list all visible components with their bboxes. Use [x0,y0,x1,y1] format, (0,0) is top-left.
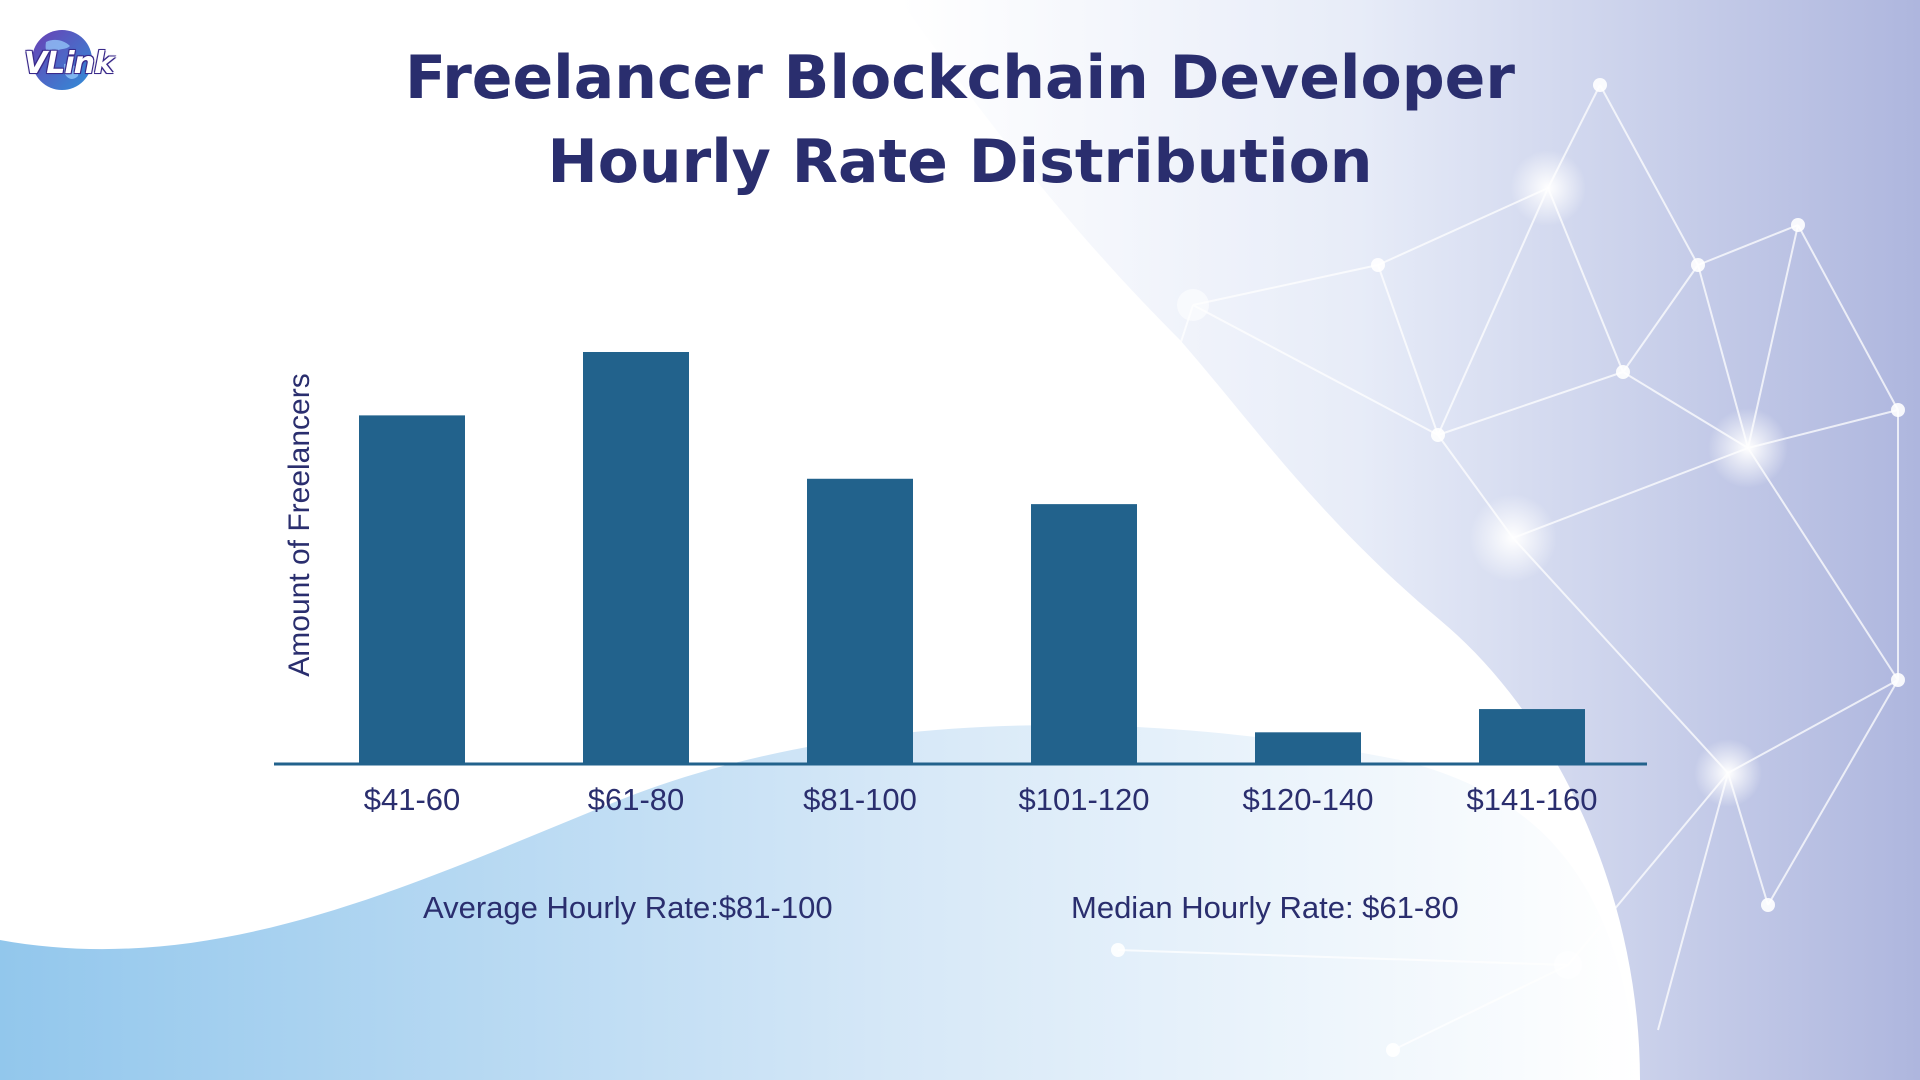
vlink-logo: VLink [20,20,140,100]
average-rate-text: Average Hourly Rate:$81-100 [423,890,833,925]
globe-icon [32,30,92,90]
bar-group [359,352,1585,764]
bar-0 [359,415,465,764]
x-tick-label-5: $141-160 [1466,782,1597,817]
y-axis-label: Amount of Freelancers [283,373,316,677]
title-line-2: Hourly Rate Distribution [547,127,1373,197]
bar-2 [807,478,913,764]
bar-4 [1255,732,1361,764]
x-tick-label-4: $120-140 [1242,782,1373,817]
x-tick-label-0: $41-60 [364,782,461,817]
median-rate-text: Median Hourly Rate: $61-80 [1071,890,1459,925]
page-title: Freelancer Blockchain Developer Hourly R… [0,36,1920,204]
x-tick-label-1: $61-80 [588,782,685,817]
x-tick-label-2: $81-100 [803,782,917,817]
title-line-1: Freelancer Blockchain Developer [405,43,1515,113]
bar-3 [1031,504,1137,764]
x-tick-label-3: $101-120 [1018,782,1149,817]
logo-text: VLink [24,46,114,81]
bar-1 [583,352,689,764]
x-tick-labels: $41-60 $61-80 $81-100 $101-120 $120-140 $141-… [364,782,1598,817]
bar-5 [1479,709,1585,764]
